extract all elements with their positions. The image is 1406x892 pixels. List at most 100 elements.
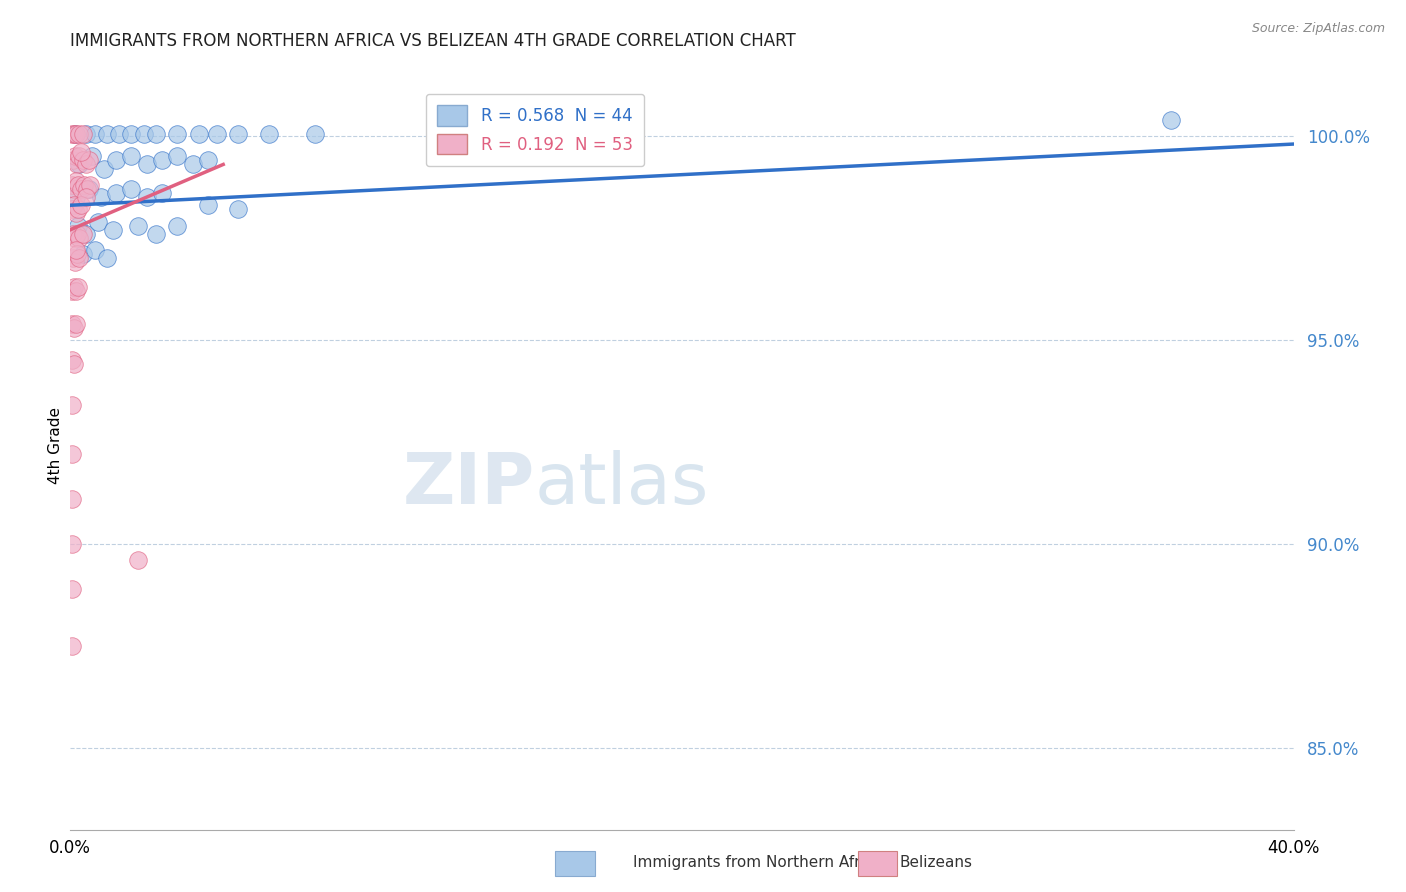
Point (62, 639, 84, 653)
Point (145, 127, 167, 141)
Point (60, 178, 83, 192)
Text: Immigrants from Northern Africa: Immigrants from Northern Africa (633, 855, 883, 870)
Point (108, 127, 131, 141)
Point (75, 157, 97, 171)
Point (63, 198, 86, 212)
Point (70, 145, 93, 160)
Point (75, 127, 97, 141)
Point (135, 190, 157, 204)
Point (69, 157, 91, 171)
Point (69, 252, 91, 266)
Point (63, 182, 86, 196)
Point (63, 255, 86, 269)
Point (62, 353, 84, 368)
Point (93, 161, 115, 176)
Point (72, 247, 94, 261)
Point (73, 178, 96, 192)
Point (60, 127, 83, 141)
Text: atlas: atlas (536, 450, 710, 519)
Point (65, 190, 87, 204)
Point (121, 182, 143, 196)
Point (197, 198, 219, 212)
Point (69, 149, 91, 163)
Point (62, 227, 84, 241)
Point (135, 157, 157, 171)
Point (72, 127, 94, 141)
Point (65, 206, 87, 220)
Point (62, 398, 84, 412)
Text: Belizeans: Belizeans (900, 855, 973, 870)
Point (62, 252, 84, 266)
Point (166, 219, 188, 233)
Point (150, 153, 173, 168)
Point (63, 320, 86, 334)
Point (62, 582, 84, 596)
Point (101, 223, 124, 237)
Point (65, 127, 87, 141)
Point (65, 284, 87, 298)
Point (132, 127, 155, 141)
Point (181, 157, 204, 171)
Point (66, 157, 89, 171)
Point (66, 202, 89, 217)
Point (76, 182, 98, 196)
Point (75, 227, 97, 241)
Point (63, 127, 86, 141)
Point (205, 127, 228, 141)
Point (62, 491, 84, 506)
Point (66, 280, 89, 294)
Point (121, 149, 143, 163)
Point (66, 219, 89, 233)
Point (72, 153, 94, 168)
Point (83, 127, 105, 141)
Point (121, 127, 143, 141)
Text: IMMIGRANTS FROM NORTHERN AFRICA VS BELIZEAN 4TH GRADE CORRELATION CHART: IMMIGRANTS FROM NORTHERN AFRICA VS BELIZ… (70, 32, 796, 50)
Point (62, 153, 84, 168)
Point (96, 252, 118, 266)
Point (69, 231, 91, 245)
Point (77, 182, 100, 196)
Legend: R = 0.568  N = 44, R = 0.192  N = 53: R = 0.568 N = 44, R = 0.192 N = 53 (426, 94, 644, 166)
Point (72, 227, 94, 241)
Point (228, 127, 250, 141)
Text: Source: ZipAtlas.com: Source: ZipAtlas.com (1251, 22, 1385, 36)
Point (63, 127, 86, 141)
Point (79, 178, 101, 192)
Point (65, 243, 87, 257)
Point (62, 537, 84, 551)
Point (69, 127, 91, 141)
Point (1160, 112, 1182, 127)
Point (66, 178, 89, 192)
Point (304, 127, 326, 141)
Point (66, 227, 89, 241)
Point (80, 149, 103, 163)
Text: ZIP: ZIP (404, 450, 536, 519)
Point (105, 153, 128, 168)
Point (96, 127, 118, 141)
Point (87, 214, 110, 228)
Point (83, 243, 105, 257)
Point (75, 190, 97, 204)
Point (105, 186, 128, 200)
Point (150, 186, 173, 200)
Point (63, 231, 86, 245)
Point (60, 284, 83, 298)
Y-axis label: 4th Grade: 4th Grade (48, 408, 63, 484)
Point (70, 198, 93, 212)
Point (127, 219, 149, 233)
Point (66, 247, 89, 261)
Point (166, 149, 188, 163)
Point (127, 553, 149, 567)
Point (65, 174, 87, 188)
Point (62, 447, 84, 461)
Point (166, 127, 188, 141)
Point (60, 202, 83, 217)
Point (228, 202, 250, 217)
Point (145, 227, 167, 241)
Point (63, 358, 86, 372)
Point (77, 153, 100, 168)
Point (63, 280, 86, 294)
Point (60, 317, 83, 331)
Point (257, 127, 280, 141)
Point (63, 149, 86, 163)
